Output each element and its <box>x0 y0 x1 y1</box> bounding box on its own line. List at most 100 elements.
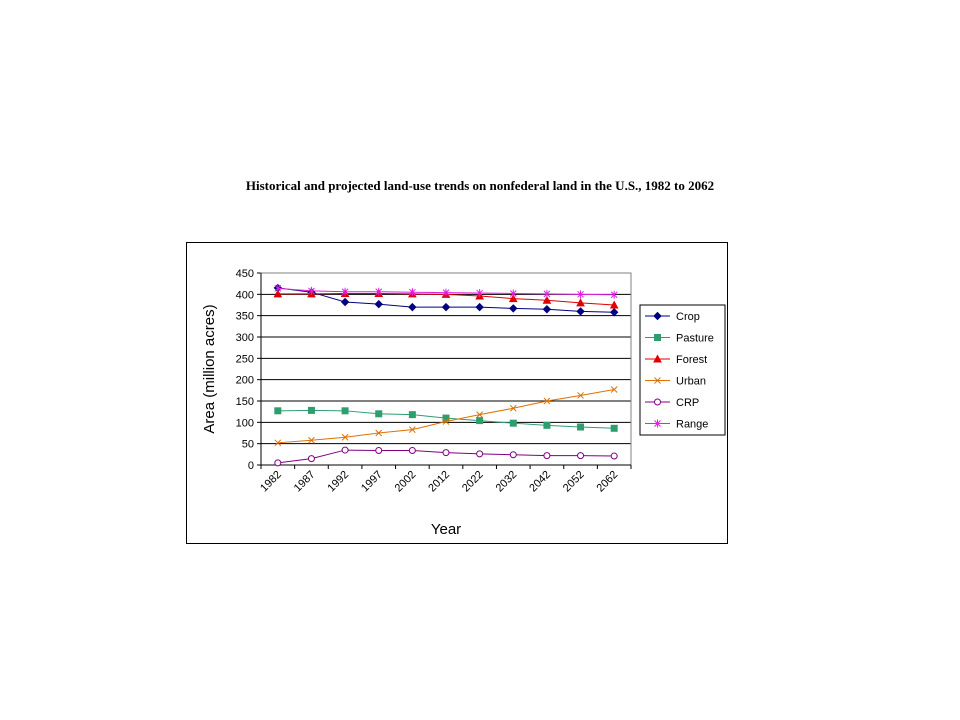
data-point-range <box>577 290 584 299</box>
data-point-crop <box>509 304 518 313</box>
data-point-crp <box>341 446 349 454</box>
x-tick-label: 1992 <box>325 469 351 495</box>
data-point-urban <box>543 397 551 405</box>
data-point-urban <box>274 439 282 447</box>
data-point-crop <box>340 297 350 307</box>
legend-marker-pasture <box>654 334 661 341</box>
y-tick-label: 400 <box>236 289 254 301</box>
series-layer <box>273 283 619 467</box>
data-point-urban <box>409 426 416 433</box>
legend-marker-urban <box>654 377 661 384</box>
data-point-urban <box>341 433 349 441</box>
chart-frame: 0 50 100 150 200 250 300 350 400 450 1982 1987 1992… <box>186 242 728 544</box>
data-point-pasture <box>543 421 551 429</box>
data-point-range <box>274 284 282 293</box>
data-point-pasture <box>442 414 450 422</box>
x-tick-label: 2052 <box>561 469 587 495</box>
data-point-pasture <box>610 424 618 432</box>
data-point-pasture <box>476 417 484 425</box>
legend-item-urban: Urban <box>645 376 706 388</box>
data-point-crop <box>374 299 383 309</box>
y-tick-label: 150 <box>236 396 254 408</box>
data-point-pasture <box>375 410 383 418</box>
x-tick-label: 1997 <box>359 469 385 495</box>
series-pasture <box>274 406 618 432</box>
x-tick-label: 2002 <box>393 469 419 495</box>
legend-item-range: Range <box>645 419 708 431</box>
data-point-range <box>543 289 551 298</box>
x-tick-labels: 1982 1987 1992 1997 2002 2012 2022 2032 2042 2052… <box>258 469 620 495</box>
y-tick-label: 450 <box>236 268 254 280</box>
y-axis-title: Area (million acres) <box>201 304 218 433</box>
data-point-crop <box>475 302 484 312</box>
x-tick-label: 2042 <box>527 469 553 495</box>
data-point-pasture <box>577 423 585 431</box>
data-point-pasture <box>307 406 315 414</box>
y-tick-label: 250 <box>236 353 254 365</box>
plot-area <box>260 272 632 466</box>
series-crp <box>274 446 618 467</box>
x-tick-label: 2062 <box>595 469 621 495</box>
data-point-urban <box>375 429 383 437</box>
x-tick-label: 1982 <box>258 469 284 495</box>
data-point-crp <box>375 446 383 454</box>
data-point-crp <box>577 452 585 460</box>
data-point-range <box>341 287 349 296</box>
data-point-crp <box>442 449 450 457</box>
data-point-crp <box>610 452 618 460</box>
data-point-forest <box>576 298 585 307</box>
y-tick-label: 300 <box>236 332 254 344</box>
line-chart: 0 50 100 150 200 250 300 350 400 450 1982 1987 1992… <box>201 268 726 538</box>
data-point-crp <box>509 451 517 459</box>
data-point-range <box>610 290 618 299</box>
legend-label: Crop <box>676 311 700 323</box>
legend-item-pasture: Pasture <box>645 333 714 345</box>
legend-item-forest: Forest <box>645 354 707 366</box>
data-point-crop <box>609 308 619 317</box>
data-point-pasture <box>274 407 282 415</box>
data-point-forest <box>273 289 283 298</box>
series-range <box>274 284 618 299</box>
y-tick-label: 100 <box>236 417 254 429</box>
legend-marker-range <box>654 419 661 428</box>
x-tick-label: 2012 <box>426 469 452 495</box>
data-point-range <box>409 288 416 297</box>
gridlines <box>261 272 631 466</box>
data-point-crop <box>542 305 552 314</box>
data-point-forest <box>609 300 619 309</box>
data-point-crp <box>408 446 416 454</box>
data-point-crp <box>274 459 282 467</box>
chart-title: Historical and projected land-use trends… <box>245 178 715 193</box>
data-point-crp <box>307 455 315 463</box>
x-axis-title: Year <box>431 521 461 538</box>
legend-label: CRP <box>676 397 699 409</box>
data-point-urban <box>610 386 618 393</box>
data-point-range <box>442 288 450 297</box>
legend-label: Forest <box>676 354 707 366</box>
axes <box>257 272 632 469</box>
x-tick-label: 1987 <box>292 469 318 495</box>
y-tick-label: 350 <box>236 311 254 323</box>
y-tick-labels: 0 50 100 150 200 250 300 350 400 450 <box>236 268 254 472</box>
legend-label: Range <box>676 419 708 431</box>
data-point-range <box>308 286 315 295</box>
data-point-crp <box>543 452 551 460</box>
data-point-range <box>375 287 383 296</box>
data-point-urban <box>509 404 517 412</box>
legend-marker-crop <box>653 311 662 321</box>
data-point-urban <box>308 436 315 444</box>
data-point-forest <box>542 295 552 304</box>
data-point-urban <box>476 411 483 419</box>
data-point-crp <box>476 450 484 458</box>
data-point-urban <box>442 418 450 425</box>
x-tick-label: 2022 <box>460 469 486 495</box>
x-tick-label: 2032 <box>494 469 520 495</box>
data-point-pasture <box>509 419 517 427</box>
y-tick-label: 200 <box>236 375 254 387</box>
data-point-range <box>509 289 517 298</box>
data-point-pasture <box>341 407 349 415</box>
legend-item-crp: CRP <box>645 397 699 409</box>
series-urban <box>274 386 618 447</box>
legend-item-crop: Crop <box>645 311 700 323</box>
legend-label: Urban <box>676 376 706 388</box>
